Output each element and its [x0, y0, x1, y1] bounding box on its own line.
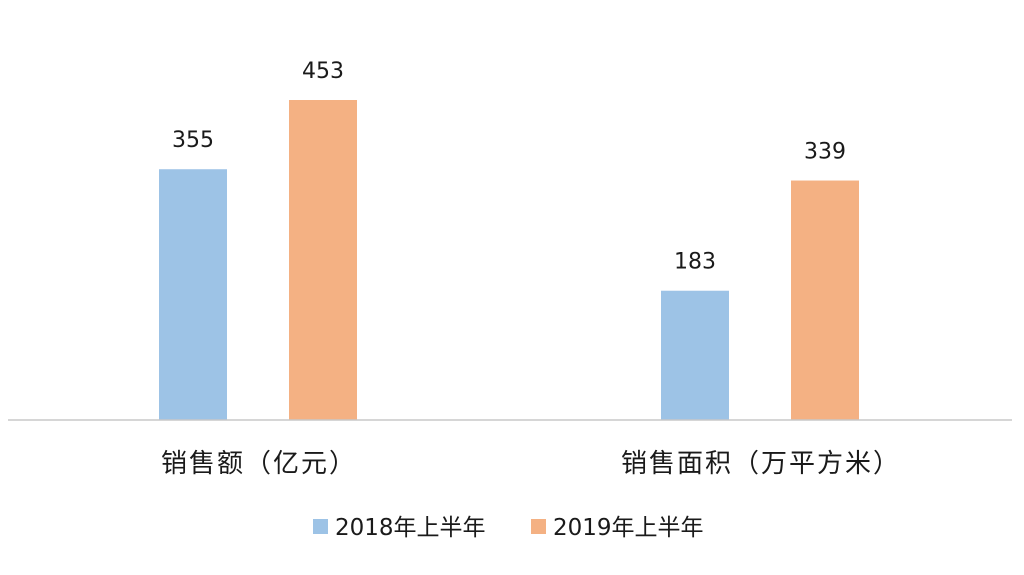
bars-group [159, 100, 859, 421]
data-label-1-1: 355 [172, 128, 214, 153]
category-labels-group: 销售额（亿元） 销售面积（万平方米） [161, 449, 901, 479]
data-label-2-2: 339 [804, 140, 846, 165]
data-label-1-2: 183 [674, 250, 716, 275]
legend-label-2: 2019年上半年 [553, 515, 704, 541]
bar-1-1 [159, 169, 227, 420]
category-label-1: 销售额（亿元） [161, 449, 357, 479]
legend-label-1: 2018年上半年 [335, 515, 486, 541]
data-label-2-1: 453 [302, 59, 344, 84]
value-labels-group: 355 453 183 339 [172, 59, 846, 275]
bar-1-2 [661, 290, 729, 420]
bar-2-1 [289, 100, 357, 421]
legend-swatch-2 [531, 519, 546, 534]
legend: 2018年上半年 2019年上半年 [313, 515, 704, 541]
category-label-2: 销售面积（万平方米） [621, 449, 901, 479]
bar-2-2 [791, 180, 859, 420]
legend-swatch-1 [313, 519, 328, 534]
